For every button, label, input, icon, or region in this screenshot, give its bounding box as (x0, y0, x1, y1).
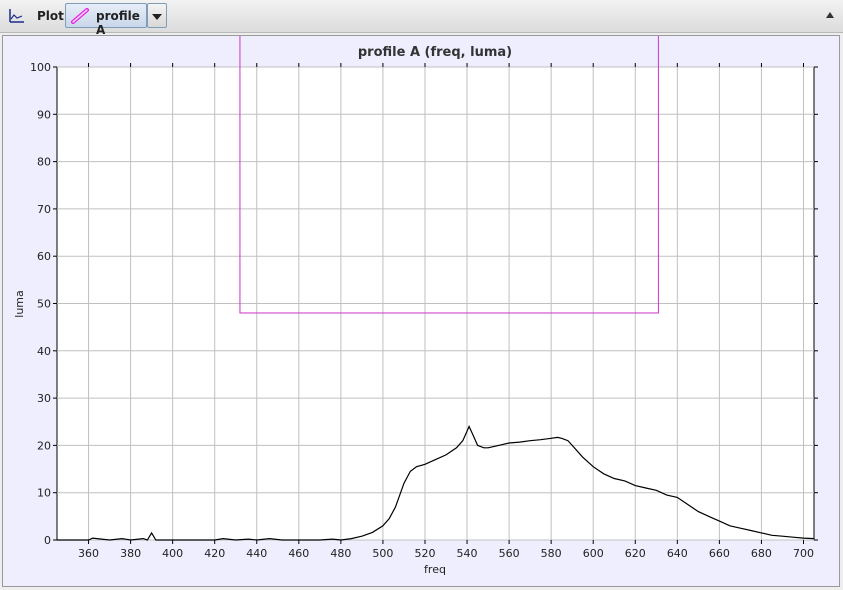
plot-panel: profile A (freq, luma) 0 10 20 30 40 50 60 70 80… (2, 19, 840, 587)
y-axis: 0 10 20 30 40 50 60 70 80 90 100 (30, 61, 818, 547)
x-tick-label: 580 (541, 547, 562, 560)
x-tick-label: 400 (162, 547, 183, 560)
grid (57, 66, 814, 541)
x-tick-label: 520 (414, 547, 435, 560)
x-tick-label: 380 (120, 547, 141, 560)
y-tick-label: 50 (37, 298, 51, 311)
y-tick-label: 70 (37, 203, 51, 216)
y-tick-label: 20 (37, 439, 51, 452)
chart[interactable]: profile A (freq, luma) 0 10 20 30 40 50 60 70 80… (3, 19, 839, 586)
y-tick-label: 90 (37, 108, 51, 121)
x-tick-label: 600 (583, 547, 604, 560)
chart-title: profile A (freq, luma) (358, 45, 512, 60)
x-tick-label: 440 (246, 547, 267, 560)
chevron-down-icon (152, 14, 162, 20)
y-axis-label: luma (13, 290, 26, 317)
y-tick-label: 40 (37, 345, 51, 358)
x-tick-label: 460 (288, 547, 309, 560)
y-tick-label: 10 (37, 487, 51, 500)
plot-label: Plot (37, 9, 64, 23)
y-tick-label: 100 (30, 61, 51, 74)
x-tick-label: 640 (667, 547, 688, 560)
x-tick-label: 680 (751, 547, 772, 560)
x-axis: 360 380 400 420 440 460 480 500 520 540 560 580 600 6… (78, 63, 814, 560)
toolbar: Plot profile A (0, 0, 843, 37)
y-tick-label: 0 (44, 534, 51, 547)
x-tick-label: 560 (499, 547, 520, 560)
profile-line-icon (71, 8, 89, 24)
x-tick-label: 420 (204, 547, 225, 560)
x-tick-label: 620 (625, 547, 646, 560)
x-tick-label: 660 (709, 547, 730, 560)
profile-selector-button[interactable]: profile A (65, 3, 147, 37)
x-tick-label: 700 (793, 547, 814, 560)
profile-label: profile A (96, 9, 140, 37)
x-axis-label: freq (424, 563, 446, 576)
x-tick-label: 480 (330, 547, 351, 560)
y-tick-label: 80 (37, 156, 51, 169)
y-tick-label: 30 (37, 392, 51, 405)
profile-dropdown-button[interactable] (147, 3, 167, 28)
plot-icon[interactable] (7, 7, 25, 25)
x-tick-label: 360 (78, 547, 99, 560)
x-tick-label: 540 (457, 547, 478, 560)
series-line (57, 425, 815, 541)
collapse-icon[interactable] (826, 12, 834, 18)
series (57, 425, 815, 541)
y-tick-label: 60 (37, 250, 51, 263)
x-tick-label: 500 (372, 547, 393, 560)
